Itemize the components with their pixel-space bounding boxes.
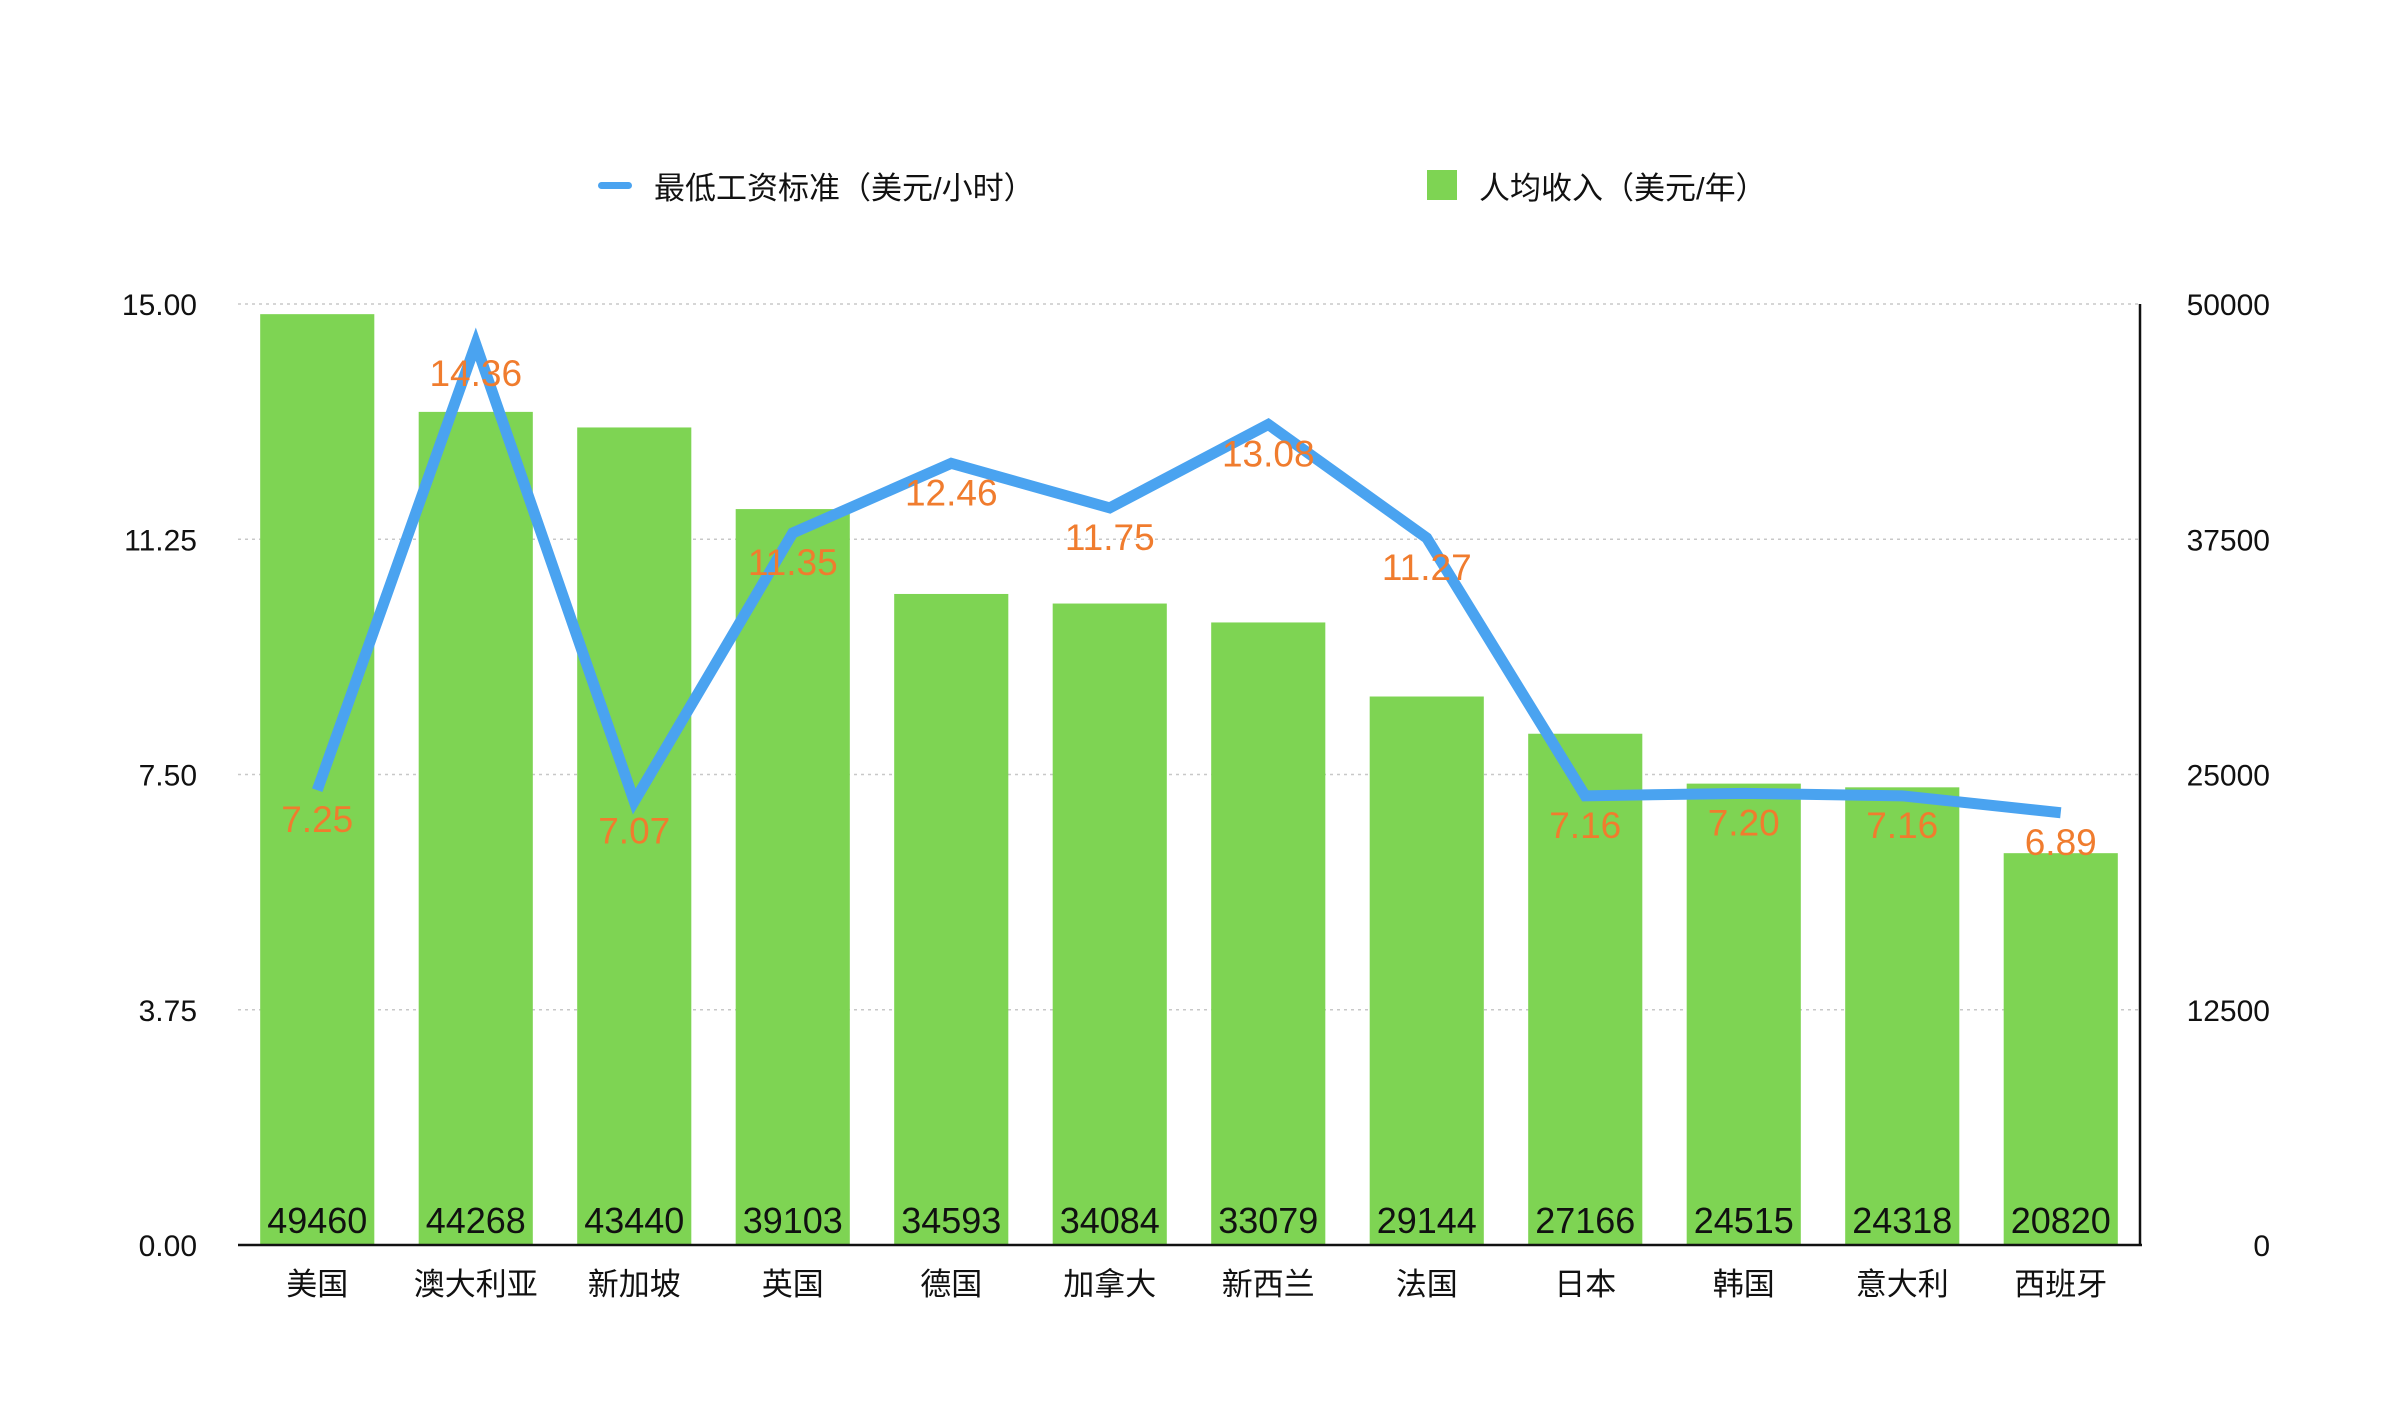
bar (1686, 783, 1801, 1245)
line-data-label: 7.07 (598, 810, 670, 851)
x-tick-label: 西班牙 (2014, 1267, 2107, 1303)
bar (1528, 733, 1643, 1245)
y-left-tick-label: 11.25 (124, 524, 197, 557)
legend-bar-label: 人均收入（美元/年） (1479, 170, 1767, 206)
x-tick-label: 美国 (286, 1267, 348, 1303)
line-series (312, 327, 2062, 819)
bar-data-label: 24515 (1694, 1200, 1794, 1241)
y-right-tick-label: 0 (2253, 1230, 2270, 1263)
line-data-label: 14.36 (429, 353, 522, 394)
bar (1211, 622, 1326, 1245)
legend-item-line: 最低工资标准（美元/小时） (598, 163, 1035, 207)
bar (1369, 696, 1484, 1245)
x-tick-label: 韩国 (1713, 1267, 1775, 1303)
bar (1052, 603, 1167, 1245)
line-data-label: 12.46 (905, 472, 998, 513)
x-tick-label: 新西兰 (1222, 1267, 1315, 1303)
x-tick-label: 加拿大 (1063, 1267, 1156, 1303)
y-left-tick-label: 3.75 (139, 995, 197, 1028)
bar-data-label: 39103 (743, 1200, 843, 1241)
line-data-label: 11.35 (748, 542, 838, 583)
bar-data-label: 44268 (426, 1200, 526, 1241)
legend-line-swatch (598, 181, 632, 189)
legend-bar-swatch (1427, 170, 1457, 200)
line-data-label: 6.89 (2025, 822, 2097, 863)
y-right-tick-label: 50000 (2187, 289, 2270, 322)
x-tick-label: 英国 (762, 1267, 824, 1303)
line-data-label: 11.27 (1382, 547, 1472, 588)
line-data-label: 7.16 (1866, 805, 1938, 846)
y-left-tick-label: 7.50 (139, 760, 197, 793)
bar (735, 509, 850, 1245)
x-tick-label: 意大利 (1856, 1267, 1949, 1303)
bar-data-label: 27166 (1535, 1200, 1635, 1241)
line-data-label: 7.16 (1549, 805, 1621, 846)
line-data-label: 13.08 (1222, 433, 1315, 474)
legend-line-label: 最低工资标准（美元/小时） (654, 170, 1035, 206)
y-right-tick-label: 37500 (2187, 524, 2270, 557)
bar (2003, 853, 2118, 1245)
y-left-tick-label: 15.00 (122, 289, 197, 322)
bar-data-label: 34084 (1060, 1200, 1160, 1241)
bar-data-label: 33079 (1218, 1200, 1318, 1241)
line-data-label: 11.75 (1065, 517, 1155, 558)
bar-data-label: 29144 (1377, 1200, 1477, 1241)
bar (1845, 787, 1960, 1245)
bar (577, 427, 692, 1245)
bar-data-label: 20820 (2011, 1200, 2111, 1241)
x-tick-label: 日本 (1554, 1267, 1616, 1303)
y-right-tick-label: 12500 (2187, 995, 2270, 1028)
bar (894, 593, 1009, 1245)
y-right-tick-label: 25000 (2187, 760, 2270, 793)
x-tick-label: 澳大利亚 (414, 1267, 538, 1303)
bar-data-label: 24318 (1852, 1200, 1952, 1241)
bar-data-label: 43440 (584, 1200, 684, 1241)
x-tick-label: 德国 (920, 1267, 982, 1303)
y-left-tick-label: 0.00 (139, 1230, 197, 1263)
bar-data-label: 49460 (267, 1200, 367, 1241)
bar-data-label: 34593 (901, 1200, 1001, 1241)
legend-item-bar: 人均收入（美元/年） (1427, 163, 1767, 207)
x-tick-label: 新加坡 (588, 1267, 681, 1303)
x-tick-label: 法国 (1396, 1267, 1458, 1303)
line-data-label: 7.25 (281, 799, 353, 840)
bar (418, 411, 533, 1246)
line-data-label: 7.20 (1708, 802, 1780, 843)
